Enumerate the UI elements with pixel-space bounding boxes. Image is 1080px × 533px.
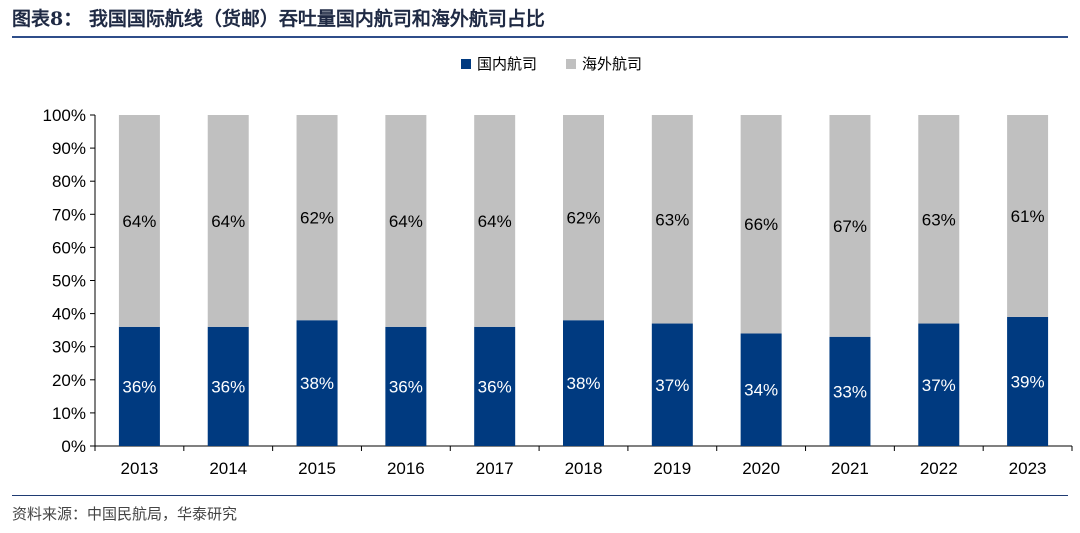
data-label-foreign-2018: 62% bbox=[566, 209, 600, 228]
x-tick-label: 2015 bbox=[298, 459, 336, 478]
legend-label-1: 国内航司 bbox=[477, 55, 537, 73]
data-label-foreign-2019: 63% bbox=[655, 210, 689, 229]
bar-foreign-2015 bbox=[296, 115, 338, 321]
x-tick-label: 2013 bbox=[120, 459, 158, 478]
y-tick-label: 90% bbox=[52, 139, 86, 158]
bar-foreign-2014 bbox=[207, 115, 249, 327]
bar-labels: 36% 64% 36% 64% 38% 62% 36% 64% 36% 64% 38% 62% 37% 6… bbox=[122, 207, 1044, 401]
bar-domestic-2021 bbox=[829, 336, 871, 446]
y-axis: 0% 10% 20% 30% 40% 50% 60% 70% 80% 90% 100% bbox=[43, 106, 96, 456]
bar-foreign-2017 bbox=[474, 115, 516, 327]
y-tick-label: 80% bbox=[52, 172, 86, 191]
legend-swatch-2 bbox=[566, 59, 576, 69]
title-rule bbox=[12, 36, 1068, 38]
bar-domestic-2023 bbox=[1007, 316, 1049, 446]
x-tick-label: 2014 bbox=[209, 459, 247, 478]
data-label-foreign-2020: 66% bbox=[744, 215, 778, 234]
legend-swatch-1 bbox=[461, 59, 471, 69]
bar-foreign-2020 bbox=[740, 115, 782, 334]
x-tick-label: 2016 bbox=[387, 459, 425, 478]
y-tick-label: 20% bbox=[52, 371, 86, 390]
data-label-domestic-2013: 36% bbox=[122, 377, 156, 396]
data-label-foreign-2014: 64% bbox=[211, 212, 245, 231]
bar-domestic-2020 bbox=[740, 333, 782, 446]
x-axis: 2013 2014 2015 2016 2017 2018 2019 2020 2021 2022… bbox=[94, 445, 1073, 478]
bar-domestic-2018 bbox=[563, 320, 604, 446]
figure-title: 图表8： 我国国际航线（货邮）吞吐量国内航司和海外航司占比 bbox=[12, 8, 545, 30]
data-label-foreign-2013: 64% bbox=[122, 212, 156, 231]
data-label-domestic-2019: 37% bbox=[655, 376, 689, 395]
bar-domestic-2017 bbox=[474, 326, 516, 446]
y-tick-label: 100% bbox=[43, 106, 86, 125]
bar-foreign-2016 bbox=[385, 115, 427, 327]
y-tick-label: 60% bbox=[52, 238, 86, 257]
data-label-domestic-2023: 39% bbox=[1011, 372, 1045, 391]
bar-foreign-2013 bbox=[118, 115, 160, 327]
x-tick-label: 2017 bbox=[476, 459, 514, 478]
data-label-domestic-2018: 38% bbox=[566, 374, 600, 393]
data-label-domestic-2014: 36% bbox=[211, 377, 245, 396]
x-tick-label: 2019 bbox=[653, 459, 691, 478]
legend: 国内航司 海外航司 bbox=[461, 55, 642, 73]
x-tick-label: 2020 bbox=[742, 459, 780, 478]
data-label-domestic-2015: 38% bbox=[300, 374, 334, 393]
data-label-domestic-2020: 34% bbox=[744, 381, 778, 400]
source-note: 资料来源：中国民航局，华泰研究 bbox=[12, 505, 238, 523]
y-tick-label: 30% bbox=[52, 338, 86, 357]
bar-foreign-2022 bbox=[918, 115, 960, 324]
bar-foreign-2023 bbox=[1007, 115, 1049, 317]
bar-domestic-2013 bbox=[118, 326, 160, 446]
bar-domestic-2014 bbox=[207, 326, 249, 446]
y-tick-label: 70% bbox=[52, 205, 86, 224]
data-label-foreign-2023: 61% bbox=[1011, 207, 1045, 226]
y-tick-label: 0% bbox=[61, 437, 86, 456]
data-label-domestic-2016: 36% bbox=[389, 377, 423, 396]
data-label-foreign-2022: 63% bbox=[922, 210, 956, 229]
x-tick-label: 2023 bbox=[1009, 459, 1047, 478]
bars bbox=[118, 115, 1049, 446]
bar-domestic-2015 bbox=[296, 320, 338, 446]
data-label-foreign-2015: 62% bbox=[300, 209, 334, 228]
x-tick-label: 2018 bbox=[565, 459, 603, 478]
data-label-foreign-2016: 64% bbox=[389, 212, 423, 231]
bar-foreign-2019 bbox=[651, 115, 693, 324]
data-label-foreign-2021: 67% bbox=[833, 217, 867, 236]
y-tick-label: 40% bbox=[52, 305, 86, 324]
bar-foreign-2018 bbox=[563, 115, 604, 321]
bar-domestic-2022 bbox=[918, 323, 960, 446]
bottom-rule bbox=[12, 495, 1068, 496]
bar-domestic-2016 bbox=[385, 326, 427, 446]
x-tick-label: 2022 bbox=[920, 459, 958, 478]
data-label-domestic-2021: 33% bbox=[833, 382, 867, 401]
y-tick-label: 10% bbox=[52, 404, 86, 423]
data-label-foreign-2017: 64% bbox=[478, 212, 512, 231]
data-label-domestic-2017: 36% bbox=[478, 377, 512, 396]
legend-label-2: 海外航司 bbox=[582, 55, 642, 73]
x-tick-label: 2021 bbox=[831, 459, 869, 478]
data-label-domestic-2022: 37% bbox=[922, 376, 956, 395]
y-tick-label: 50% bbox=[52, 272, 86, 291]
bar-domestic-2019 bbox=[651, 323, 693, 446]
bar-foreign-2021 bbox=[829, 115, 871, 337]
stacked-bar-chart: 国内航司 海外航司 0% 10% 20% 30% 40% 50% 60% 70% 80% 90% 10… bbox=[43, 55, 1073, 478]
